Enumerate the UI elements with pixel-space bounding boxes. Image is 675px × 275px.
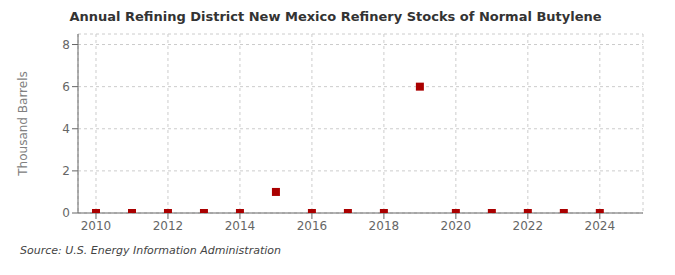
svg-text:0: 0 <box>62 206 70 220</box>
svg-text:4: 4 <box>62 122 70 136</box>
svg-text:2018: 2018 <box>369 219 400 233</box>
svg-text:2012: 2012 <box>153 219 184 233</box>
svg-text:2: 2 <box>62 164 70 178</box>
svg-text:2022: 2022 <box>513 219 544 233</box>
svg-text:2020: 2020 <box>441 219 472 233</box>
svg-text:2016: 2016 <box>297 219 328 233</box>
html-text:Source: U.S. Energy Informatio: Source: U.S. Energy Information Administ… <box>20 244 281 257</box>
svg-text:Thousand Barrels: Thousand Barrels <box>16 71 30 176</box>
html-text:Annual Refining District New M: Annual Refining District New Mexico Refi… <box>69 9 602 24</box>
svg-text:2014: 2014 <box>225 219 256 233</box>
svg-text:8: 8 <box>62 38 70 52</box>
svg-text:2024: 2024 <box>585 219 616 233</box>
svg-text:6: 6 <box>62 80 70 94</box>
svg-text:2010: 2010 <box>81 219 112 233</box>
